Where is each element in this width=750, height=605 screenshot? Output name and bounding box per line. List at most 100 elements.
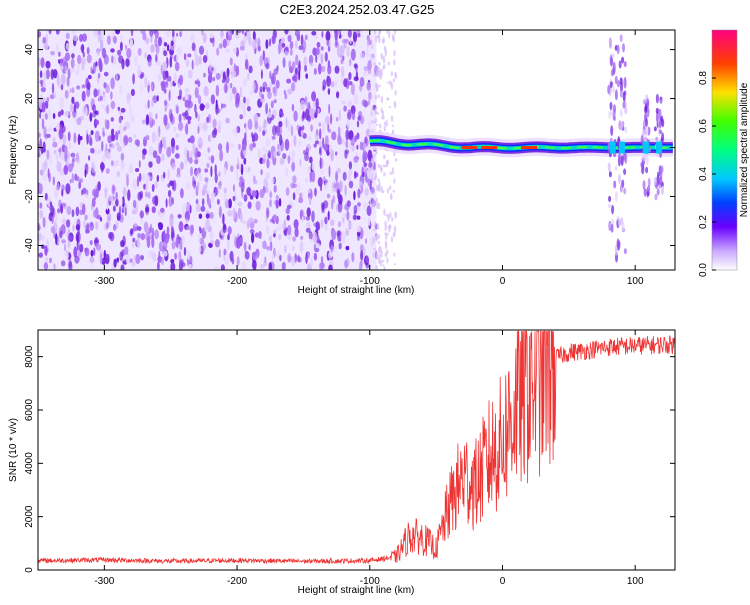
noise-speck [49, 258, 52, 264]
noise-speck [229, 143, 234, 148]
noise-speck [335, 66, 340, 74]
noise-speck [203, 184, 207, 193]
burst-speck [620, 125, 623, 129]
noise-speck [368, 216, 371, 226]
noise-speck [345, 129, 349, 140]
noise-speck [133, 200, 136, 208]
noise-speck [295, 40, 298, 50]
noise-speck [352, 111, 355, 120]
noise-speck [178, 122, 183, 131]
noise-speck [116, 258, 119, 262]
noise-speck [231, 73, 234, 79]
noise-speck [385, 49, 387, 57]
noise-speck [59, 97, 64, 101]
noise-speck [145, 204, 149, 215]
noise-speck [291, 162, 295, 172]
noise-speck [373, 237, 375, 244]
noise-speck [249, 37, 252, 46]
spectrogram-xlabel: Height of straight line (km) [298, 285, 415, 296]
noise-speck [294, 219, 299, 229]
noise-speck [174, 73, 177, 84]
noise-speck [368, 119, 370, 130]
noise-speck [119, 251, 123, 261]
noise-speck [101, 104, 105, 108]
noise-speck [382, 264, 384, 266]
noise-speck [383, 267, 385, 272]
noise-speck [111, 144, 114, 149]
noise-speck [224, 187, 227, 193]
noise-speck [260, 264, 265, 269]
noise-speck [326, 76, 331, 87]
noise-speck [186, 183, 190, 190]
noise-speck [237, 157, 239, 168]
noise-speck [292, 175, 296, 183]
noise-speck [89, 112, 92, 122]
noise-speck [265, 63, 269, 69]
noise-speck [225, 48, 229, 52]
noise-speck [144, 221, 149, 232]
noise-speck [225, 257, 229, 265]
burst-speck [659, 177, 662, 186]
noise-speck [120, 34, 123, 41]
noise-speck [376, 265, 378, 270]
noise-speck [354, 171, 356, 179]
noise-speck [61, 74, 66, 85]
noise-speck [146, 135, 150, 140]
colorbar-gradient [712, 30, 737, 270]
noise-speck [390, 172, 392, 175]
noise-speck [39, 252, 43, 257]
noise-speck [210, 166, 212, 177]
noise-speck [316, 221, 320, 231]
noise-speck [61, 84, 64, 90]
noise-speck [44, 245, 47, 256]
burst-speck [613, 181, 616, 189]
noise-speck [383, 154, 385, 159]
noise-speck [274, 68, 279, 75]
noise-speck [51, 226, 55, 233]
noise-speck [82, 84, 86, 88]
noise-speck [110, 91, 113, 100]
spectrogram-xtick-label: -200 [227, 276, 247, 287]
noise-speck [206, 213, 210, 218]
noise-speck [175, 237, 179, 247]
noise-speck [244, 194, 248, 202]
noise-speck [228, 83, 230, 90]
colorbar-tick-label: 0.4 [698, 167, 709, 181]
noise-speck [187, 116, 192, 120]
burst-speck [609, 171, 612, 177]
noise-speck [167, 76, 172, 82]
noise-speck [310, 108, 315, 120]
noise-speck [290, 182, 295, 188]
noise-speck [387, 82, 389, 84]
noise-speck [228, 27, 232, 39]
noise-speck [200, 103, 205, 111]
noise-speck [288, 121, 291, 131]
noise-speck [94, 147, 96, 157]
noise-speck [233, 48, 237, 54]
noise-speck [151, 99, 154, 107]
noise-speck [166, 147, 171, 158]
noise-speck [132, 210, 135, 215]
noise-speck [373, 62, 375, 66]
noise-speck [392, 167, 394, 175]
noise-speck [116, 142, 120, 146]
noise-speck [278, 146, 281, 155]
noise-speck [345, 140, 348, 149]
noise-speck [368, 178, 371, 186]
noise-speck [303, 111, 305, 119]
noise-speck [291, 125, 293, 136]
noise-speck [207, 147, 210, 153]
noise-speck [323, 200, 328, 208]
noise-speck [132, 73, 135, 84]
noise-speck [53, 137, 56, 143]
noise-speck [123, 126, 126, 131]
noise-speck [214, 265, 219, 274]
burst-speck [617, 80, 620, 87]
noise-speck [217, 185, 222, 191]
noise-speck [391, 236, 393, 243]
noise-speck [373, 252, 375, 258]
noise-speck [154, 229, 159, 239]
noise-speck [245, 98, 250, 105]
noise-speck [302, 40, 306, 51]
noise-speck [267, 91, 272, 99]
